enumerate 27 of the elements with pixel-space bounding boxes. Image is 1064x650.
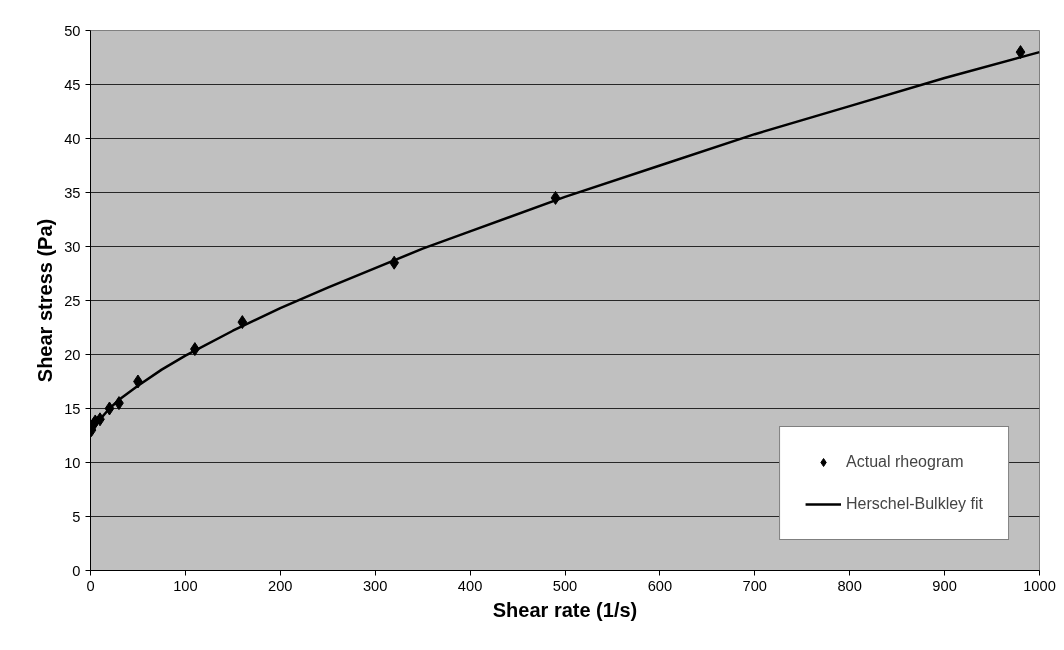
y-tick-label: 20 [64,346,81,363]
x-tick-label: 500 [552,577,578,594]
y-tick-label: 40 [64,130,81,147]
x-tick-label: 900 [932,577,957,594]
y-axis-title: Shear stress (Pa) [34,218,57,383]
x-tick-label: 0 [86,577,95,594]
y-tick-label: 10 [64,454,81,471]
point [1015,45,1026,60]
x-tick-label: 400 [457,577,483,594]
x-tick-label: 800 [837,577,862,594]
y-tick-label: 5 [72,508,81,525]
y-tick-label: 50 [64,22,81,39]
y-tick-label: 45 [64,76,81,93]
y-tick-label: 0 [72,562,81,579]
y-tick-label: 35 [64,184,81,201]
x-tick-label: 700 [742,577,768,594]
y-tick-label: 25 [64,292,81,309]
x-axis-title: Shear rate (1/s) [492,598,638,621]
x-tick-label: 600 [647,577,673,594]
legend-label: Herschel-Bulkley fit [846,495,983,513]
x-tick-label: 100 [173,577,198,594]
x-tick-label: 200 [268,577,293,594]
y-tick-label: 30 [64,238,81,255]
legend-label: Actual rheogram [846,453,964,471]
x-tick-label: 300 [362,577,388,594]
x-tick-label: 1000 [1023,577,1056,594]
y-tick-label: 15 [64,400,81,417]
